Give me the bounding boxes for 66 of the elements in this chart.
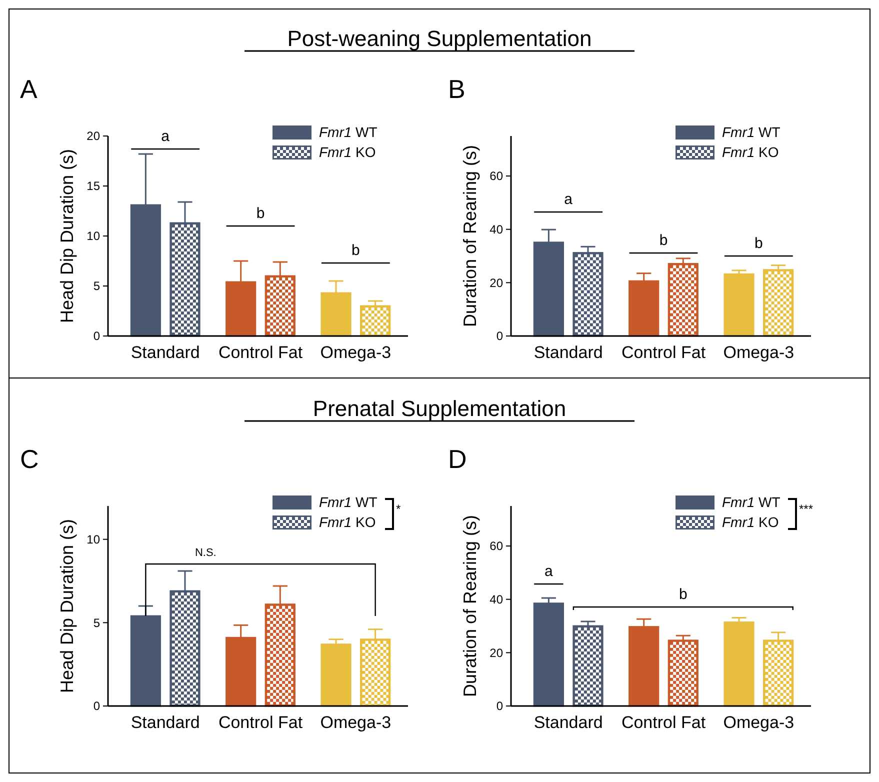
y-tick-label: 0 xyxy=(496,699,504,714)
significance-bracket: N.S. xyxy=(145,547,376,616)
legend-label: Fmr1 WT xyxy=(319,494,378,510)
annotation: *** xyxy=(799,502,814,516)
significance-bracket: a xyxy=(131,128,200,150)
legend-label: Fmr1 KO xyxy=(319,144,376,160)
legend-label: Fmr1 KO xyxy=(319,514,376,530)
significance-bracket: a xyxy=(534,563,564,585)
annotation: * xyxy=(396,502,401,516)
significance-bracket: b xyxy=(226,205,295,227)
y-tick-label: 60 xyxy=(490,539,504,554)
significance-bracket: a xyxy=(534,191,603,213)
chart-subtitle: D xyxy=(448,444,467,474)
legend-label: Fmr1 KO xyxy=(722,144,779,160)
x-tick-label: Control Fat xyxy=(218,713,303,732)
y-tick-label: 20 xyxy=(86,129,100,144)
x-tick-label: Omega-3 xyxy=(723,343,794,362)
legend-label: Fmr1 KO xyxy=(722,514,779,530)
y-tick-label: 60 xyxy=(490,169,504,184)
y-tick-label: 20 xyxy=(490,646,504,660)
x-tick-label: Standard xyxy=(130,713,200,732)
y-tick-label: 10 xyxy=(86,532,100,547)
annotation: b xyxy=(659,232,668,249)
chart-title: Post-weaning Supplementation xyxy=(287,26,592,51)
x-tick-label: Omega-3 xyxy=(723,713,794,732)
y-tick-label: 5 xyxy=(93,279,100,294)
significance-bracket: b xyxy=(724,235,793,257)
y-axis-title: Duration of Rearing (s) xyxy=(460,144,480,328)
significance-bracket: b xyxy=(321,242,390,264)
annotation: a xyxy=(161,128,170,145)
x-tick-label: Standard xyxy=(130,343,200,362)
annotation: a xyxy=(564,191,574,208)
x-tick-label: Omega-3 xyxy=(320,713,392,732)
y-tick-label: 0 xyxy=(496,329,504,344)
x-tick-label: Control Fat xyxy=(218,343,303,362)
annotation: b xyxy=(256,205,265,222)
y-axis-title: Head Dip Duration (s) xyxy=(57,518,77,694)
annotation: a xyxy=(544,563,554,580)
y-axis-title: Duration of Rearing (s) xyxy=(460,514,480,698)
annotation: b xyxy=(678,586,688,603)
y-tick-label: 20 xyxy=(490,276,504,290)
x-tick-label: Omega-3 xyxy=(320,343,392,362)
x-tick-label: Control Fat xyxy=(621,343,706,362)
y-tick-label: 15 xyxy=(86,179,100,194)
y-tick-label: 40 xyxy=(490,592,504,607)
y-tick-label: 5 xyxy=(93,616,100,630)
y-tick-label: 10 xyxy=(86,229,100,244)
legend-label: Fmr1 WT xyxy=(722,124,781,140)
significance-bracket: b xyxy=(572,586,794,610)
chart-subtitle: B xyxy=(448,74,466,104)
y-axis-title: Head Dip Duration (s) xyxy=(57,148,77,324)
legend-label: Fmr1 WT xyxy=(722,494,781,510)
y-tick-label: 40 xyxy=(490,222,504,237)
x-tick-label: Control Fat xyxy=(621,713,706,732)
legend-label: Fmr1 WT xyxy=(319,124,378,140)
significance-bracket: b xyxy=(629,232,698,254)
chart-subtitle: A xyxy=(20,74,38,104)
annotation: b xyxy=(351,242,360,259)
y-tick-label: 0 xyxy=(93,699,100,714)
x-tick-label: Standard xyxy=(534,713,603,732)
annotation: b xyxy=(754,235,763,252)
x-tick-label: Standard xyxy=(534,343,603,362)
y-tick-label: 0 xyxy=(93,329,100,344)
chart-subtitle: C xyxy=(20,444,39,474)
annotation: N.S. xyxy=(194,547,216,559)
chart-title: Prenatal Supplementation xyxy=(312,396,566,421)
